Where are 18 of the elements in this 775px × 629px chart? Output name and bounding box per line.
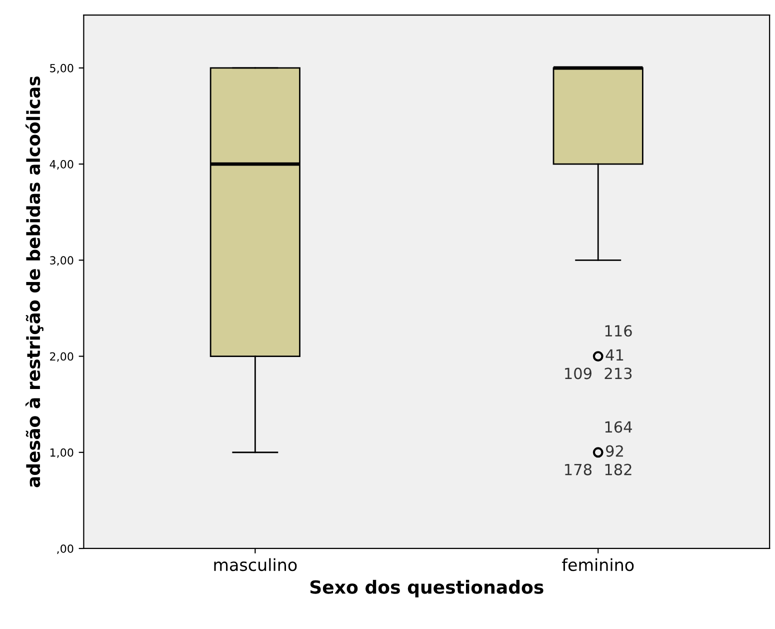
y-tick-label: 1,00 — [50, 448, 74, 458]
annotation: 116 — [605, 325, 632, 337]
y-tick-label: 5,00 — [50, 64, 74, 74]
annotation: 213 — [604, 368, 632, 380]
annotation: 178 — [565, 464, 592, 476]
annotation: 182 — [605, 464, 632, 476]
y-axis-title: adesão à restrição de bebidas alcoólicas — [25, 76, 44, 488]
y-tick-label: 3,00 — [50, 256, 74, 266]
y-tick-label: ,00 — [57, 544, 74, 554]
x-tick-label: masculino — [214, 558, 297, 572]
annotation: 41 — [606, 349, 624, 360]
y-tick-label: 2,00 — [50, 352, 74, 362]
annotation: 109 — [565, 368, 592, 380]
y-tick-label: 4,00 — [50, 160, 74, 170]
x-tick-label: feminino — [562, 558, 634, 572]
annotation: 164 — [605, 421, 632, 433]
annotation: 92 — [606, 445, 623, 457]
x-axis-title: Sexo dos questionados — [310, 580, 544, 598]
